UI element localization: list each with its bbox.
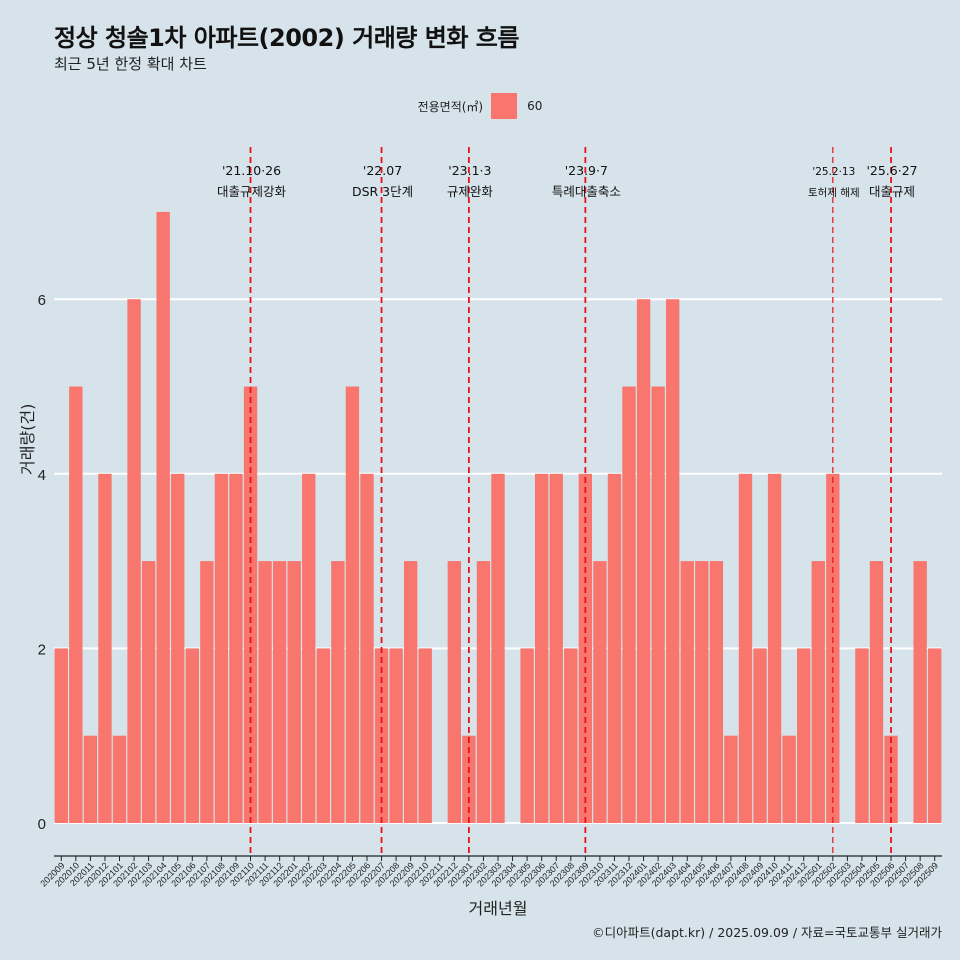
bar xyxy=(797,648,811,823)
legend-title: 전용면적(㎡) xyxy=(417,99,484,114)
bar xyxy=(491,473,505,823)
legend-label-60: 60 xyxy=(527,99,543,113)
legend-key-60 xyxy=(491,93,518,119)
bar xyxy=(243,386,258,823)
bar xyxy=(83,735,98,823)
chart-title: 정상 청솔1차 아파트(2002) 거래량 변화 흐름 xyxy=(54,24,519,52)
bar xyxy=(476,561,491,823)
bar xyxy=(811,561,825,823)
y-tick-label: 6 xyxy=(38,292,46,309)
annotation-label: 특례대출축소 xyxy=(552,184,621,199)
y-axis-label: 거래량(건) xyxy=(18,403,37,475)
bar xyxy=(272,561,287,823)
bar xyxy=(389,648,403,823)
bar xyxy=(287,561,301,823)
bar xyxy=(316,648,330,823)
annotation-date: '23.9·7 xyxy=(565,163,608,178)
bar xyxy=(695,561,709,823)
y-tick-label: 4 xyxy=(38,467,46,484)
bar xyxy=(141,561,156,823)
legend: 전용면적(㎡) 60 xyxy=(0,93,960,119)
bar xyxy=(447,561,462,823)
bar xyxy=(666,299,680,823)
bar xyxy=(651,386,665,823)
bar xyxy=(520,648,534,823)
chart-subtitle: 최근 5년 한정 확대 차트 xyxy=(54,55,207,73)
bar xyxy=(709,561,724,823)
annotation-label: DSR 3단계 xyxy=(352,184,413,199)
annotation-date: '25.2·13 xyxy=(812,166,855,178)
bar xyxy=(767,473,782,823)
bar xyxy=(607,473,622,823)
bar xyxy=(156,211,170,823)
bar xyxy=(69,386,83,823)
annotation-date: '22.07 xyxy=(363,163,402,178)
bar xyxy=(127,299,141,823)
bar xyxy=(913,561,927,823)
caption: ©디아파트(dapt.kr) / 2025.09.09 / 자료=국토교통부 실… xyxy=(592,925,942,940)
bar xyxy=(724,735,738,823)
bar xyxy=(345,386,360,823)
bar xyxy=(564,648,578,823)
bar xyxy=(738,473,753,823)
bar xyxy=(869,561,884,823)
annotation-label: 토허제 해제 xyxy=(808,186,860,199)
bar xyxy=(753,648,767,823)
bar xyxy=(360,473,374,823)
annotation-date: '23.1·3 xyxy=(448,163,491,178)
bar xyxy=(331,561,345,823)
bar xyxy=(229,473,243,823)
annotation-label: 대출규제 xyxy=(869,184,915,199)
y-tick-label: 0 xyxy=(38,816,46,833)
y-tick-label: 2 xyxy=(38,641,46,658)
bar xyxy=(782,735,796,823)
bar xyxy=(54,648,68,823)
bar xyxy=(112,735,127,823)
annotation-date: '21.10·26 xyxy=(222,163,281,178)
bar xyxy=(214,473,229,823)
bar xyxy=(200,561,214,823)
bar xyxy=(622,386,636,823)
bar xyxy=(418,648,432,823)
bar xyxy=(534,473,549,823)
annotation-date: '25.6·27 xyxy=(866,163,917,178)
bar xyxy=(680,561,694,823)
bar xyxy=(549,473,563,823)
bar xyxy=(403,561,418,823)
annotation-label: 규제완화 xyxy=(447,184,494,199)
bar xyxy=(593,561,607,823)
bar xyxy=(171,473,185,823)
bar xyxy=(374,648,389,823)
bar xyxy=(636,299,651,823)
annotation-label: 대출규제강화 xyxy=(217,184,287,199)
bar xyxy=(258,561,272,823)
bar xyxy=(855,648,869,823)
bar xyxy=(98,473,112,823)
bar xyxy=(185,648,199,823)
x-axis-label: 거래년월 xyxy=(469,899,528,918)
bar xyxy=(302,473,316,823)
bar xyxy=(928,648,942,823)
